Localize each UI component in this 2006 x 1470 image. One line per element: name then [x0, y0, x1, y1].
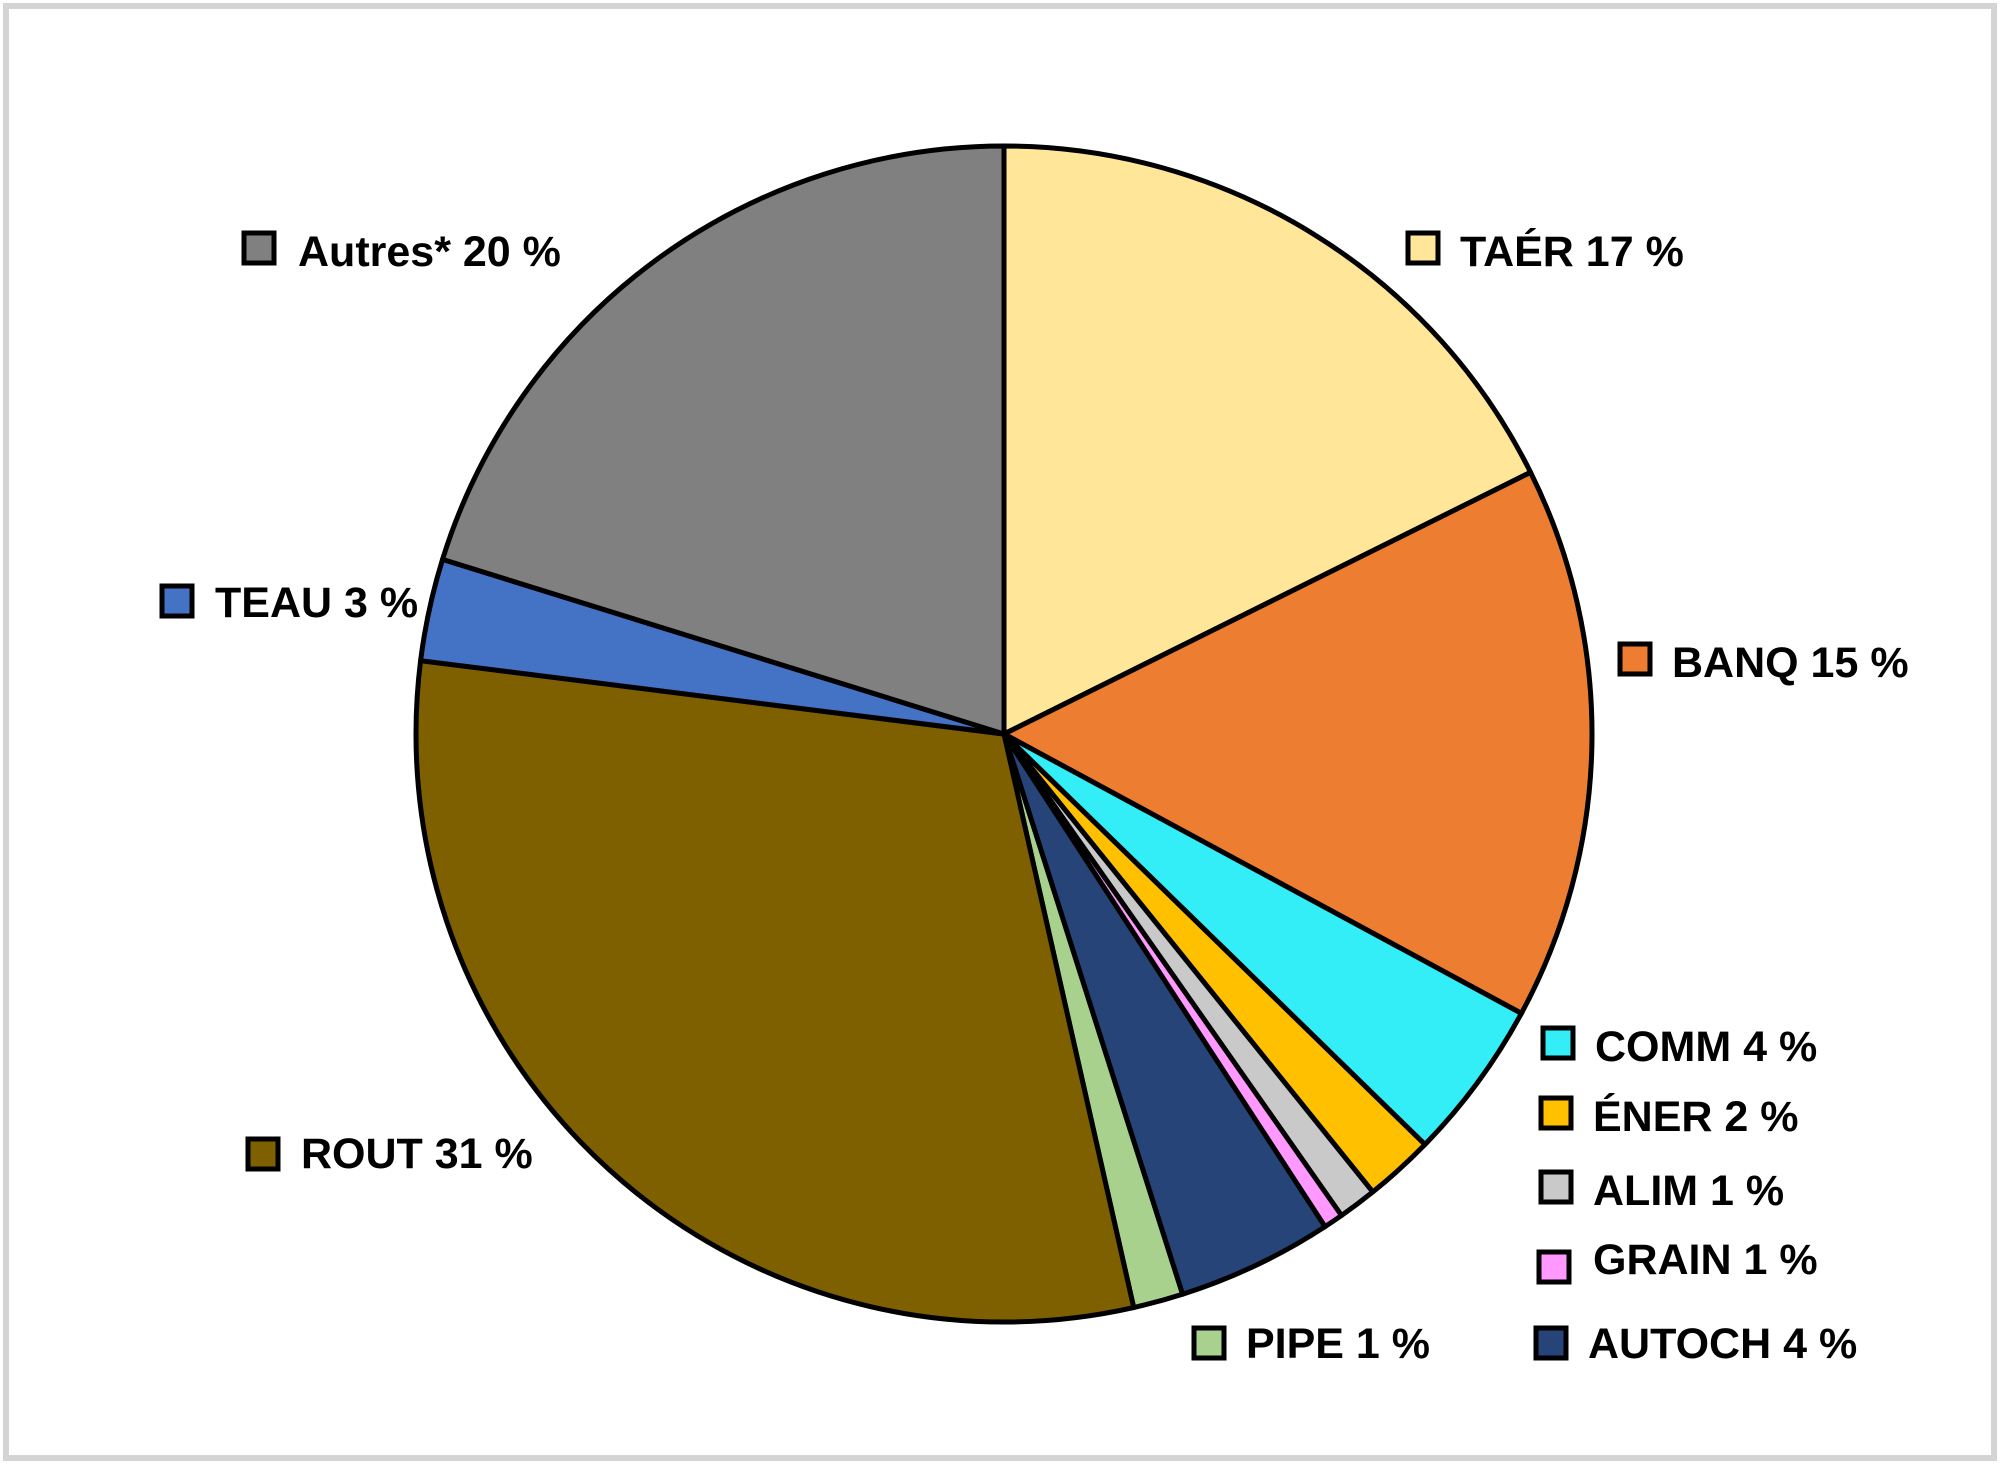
legend-item-alim: ALIM 1 % — [1538, 1167, 1784, 1215]
legend-swatch-rout — [245, 1136, 281, 1172]
legend-swatch-teau — [159, 583, 195, 619]
legend-swatch-ener — [1538, 1095, 1574, 1131]
legend-item-banq: BANQ 15 % — [1617, 639, 1909, 687]
legend-item-taer: TAÉR 17 % — [1405, 228, 1684, 276]
legend-label-comm: COMM 4 % — [1595, 1023, 1817, 1071]
legend-label-alim: ALIM 1 % — [1593, 1167, 1784, 1215]
pie-slice-taer — [1001, 143, 1534, 737]
pie-slices — [413, 143, 1595, 1325]
legend-item-rout: ROUT 31 % — [245, 1130, 533, 1178]
legend-swatch-alim — [1538, 1169, 1574, 1205]
legend-item-autoch: AUTOCH 4 % — [1533, 1320, 1857, 1368]
legend-swatch-comm — [1540, 1025, 1576, 1061]
legend-item-ener: ÉNER 2 % — [1538, 1093, 1799, 1141]
legend-item-autres: Autres* 20 % — [241, 228, 561, 276]
legend-swatch-autres — [241, 230, 277, 266]
legend-item-grain: GRAIN 1 % — [1536, 1236, 1818, 1285]
legend-label-autoch: AUTOCH 4 % — [1588, 1320, 1857, 1368]
pie-slice-banq — [1001, 469, 1595, 1016]
legend-label-taer: TAÉR 17 % — [1460, 228, 1684, 276]
pie-slice-autres — [440, 143, 1007, 737]
legend-swatch-autoch — [1533, 1325, 1569, 1361]
legend-label-pipe: PIPE 1 % — [1246, 1320, 1430, 1368]
legend-label-autres: Autres* 20 % — [298, 228, 561, 276]
pie-slice-comm — [1001, 731, 1524, 1148]
pie-slice-rout — [413, 658, 1137, 1325]
legend-swatch-grain — [1536, 1249, 1572, 1285]
legend-label-grain: GRAIN 1 % — [1593, 1236, 1818, 1284]
legend-label-rout: ROUT 31 % — [301, 1130, 533, 1178]
legend-swatch-pipe — [1191, 1325, 1227, 1361]
legend-swatch-banq — [1617, 641, 1653, 677]
legend-label-ener: ÉNER 2 % — [1593, 1093, 1799, 1141]
legend-item-pipe: PIPE 1 % — [1191, 1320, 1430, 1368]
legend-item-teau: TEAU 3 % — [159, 579, 418, 627]
legend-item-comm: COMM 4 % — [1540, 1023, 1817, 1071]
legend-label-teau: TEAU 3 % — [215, 579, 418, 627]
legend-swatch-taer — [1405, 230, 1441, 266]
legend-label-banq: BANQ 15 % — [1672, 639, 1909, 687]
legend: TAÉR 17 % BANQ 15 % COMM 4 % ÉNER 2 % AL… — [159, 228, 1909, 1368]
